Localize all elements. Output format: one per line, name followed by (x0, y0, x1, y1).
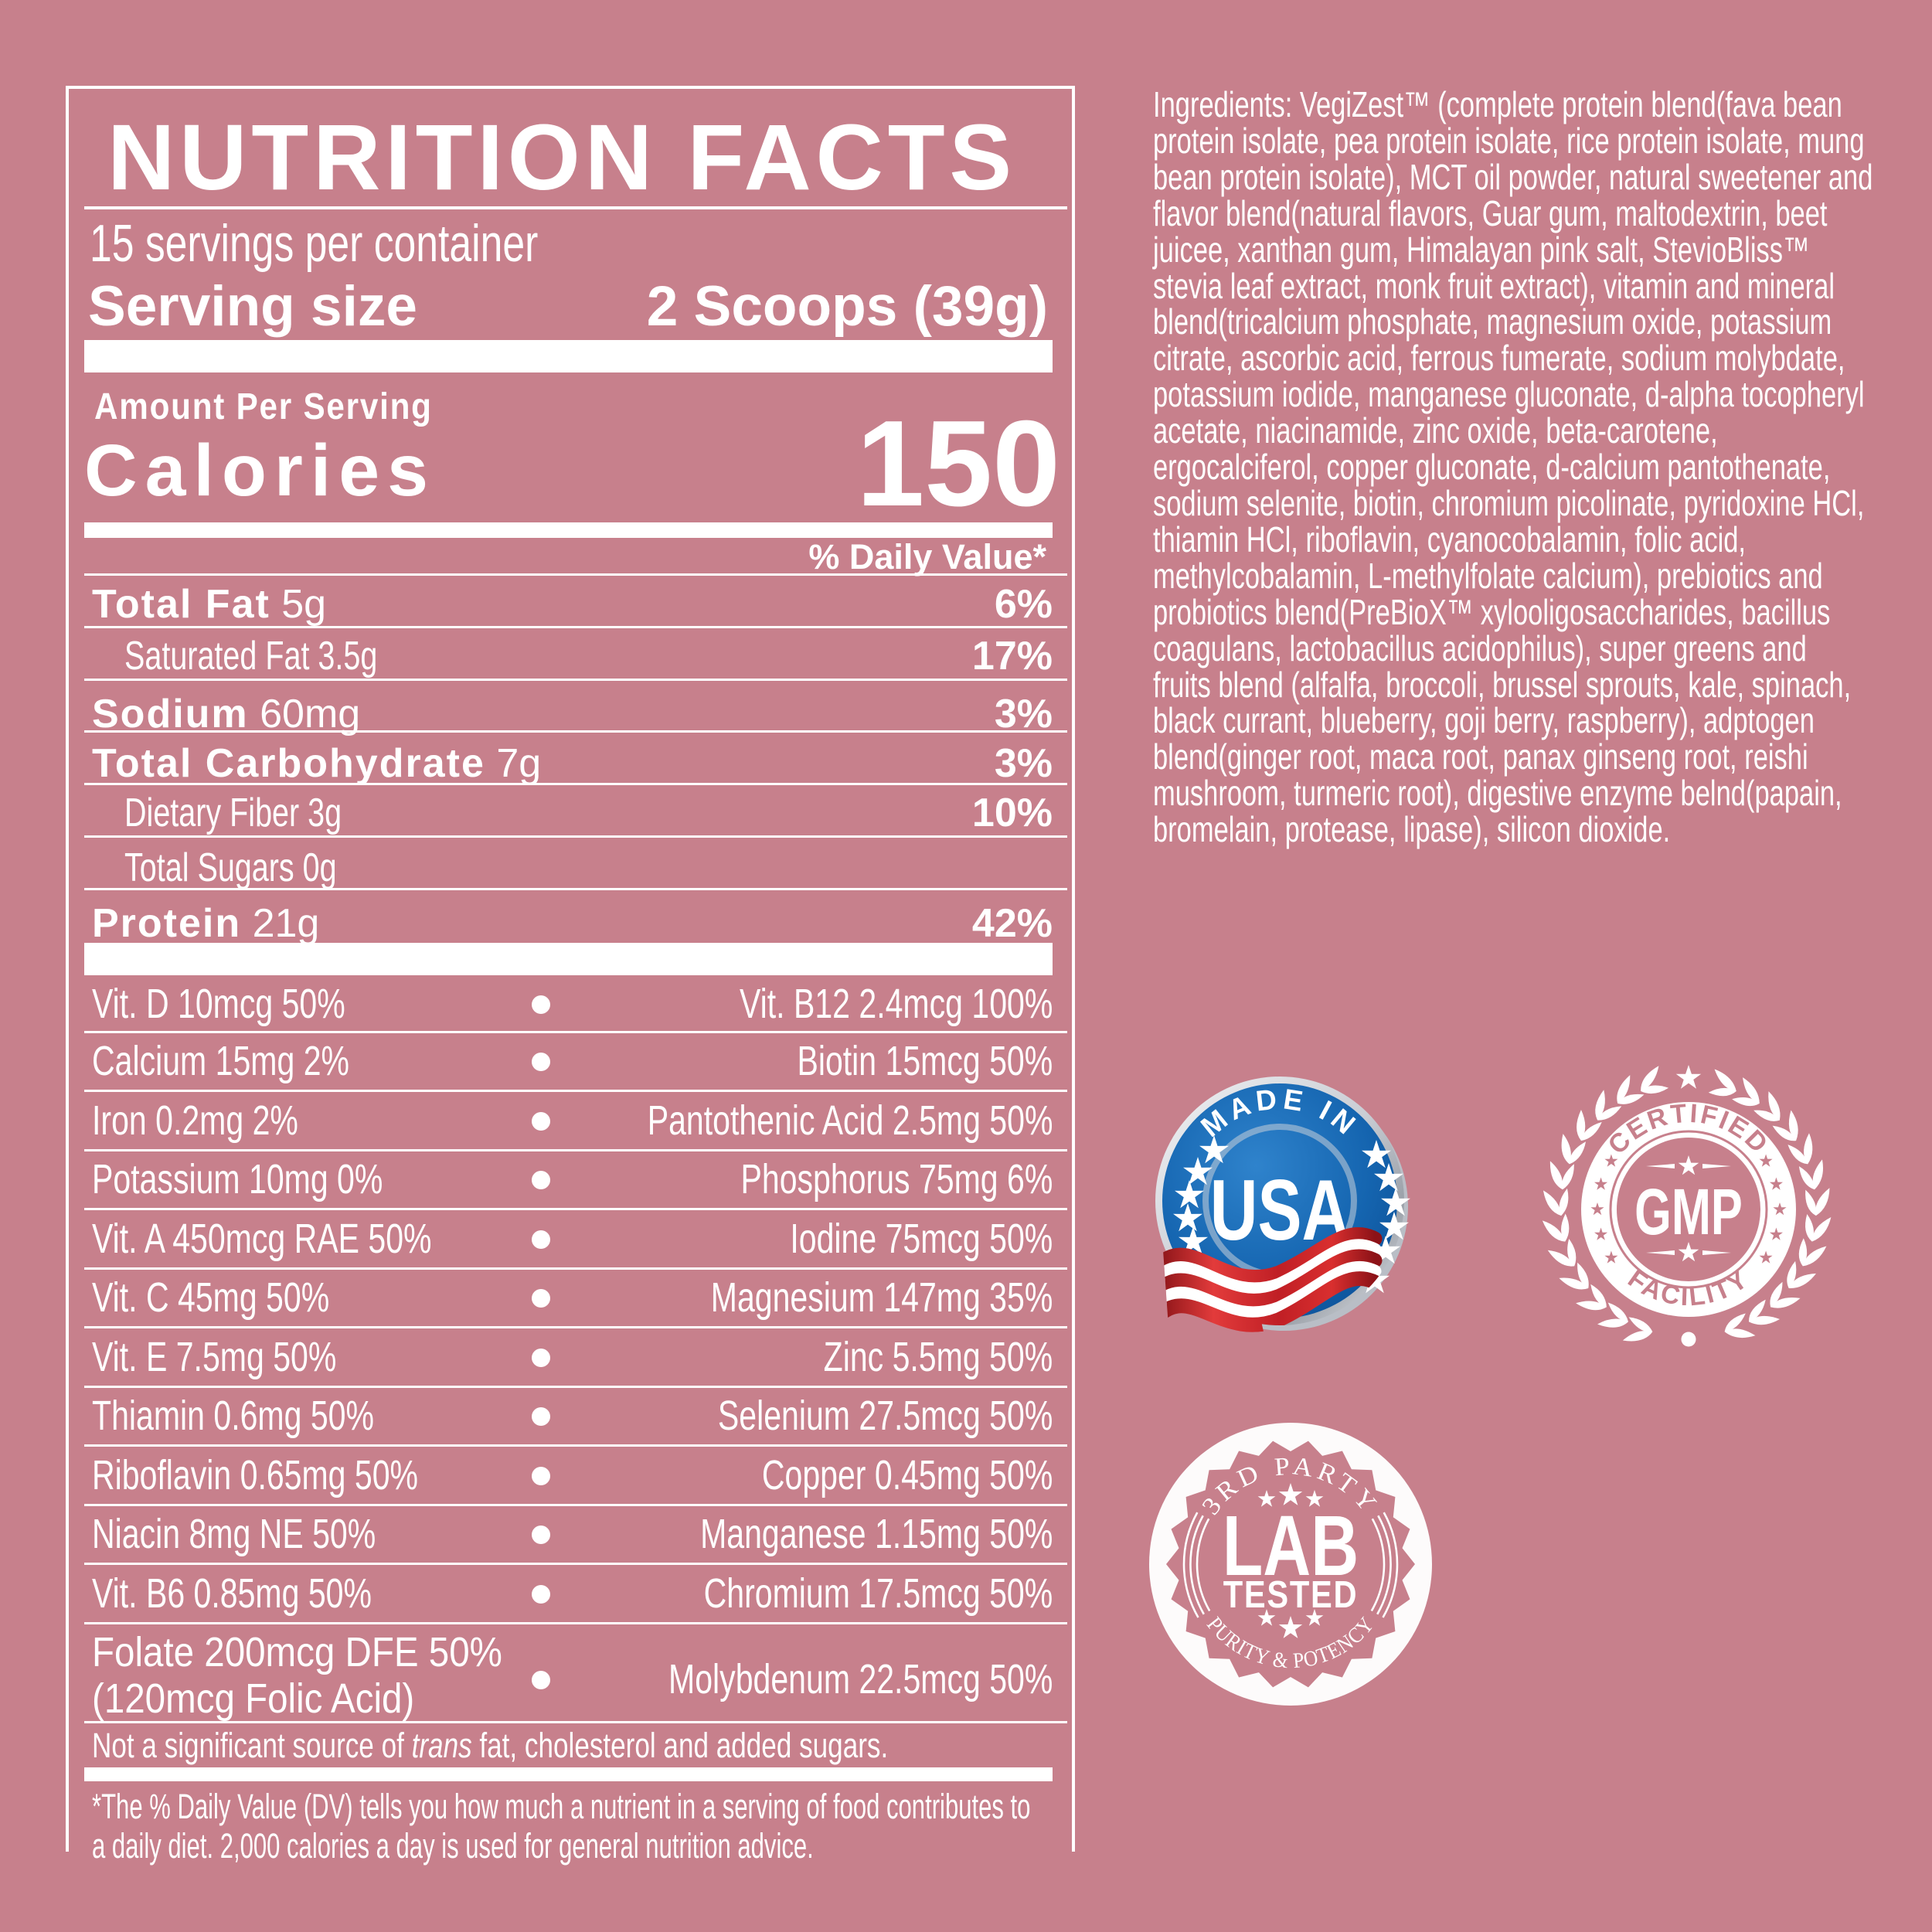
svg-text:LAB: LAB (1223, 1498, 1359, 1594)
svg-text:TESTED: TESTED (1223, 1573, 1358, 1616)
svg-text:GMP: GMP (1634, 1175, 1743, 1248)
